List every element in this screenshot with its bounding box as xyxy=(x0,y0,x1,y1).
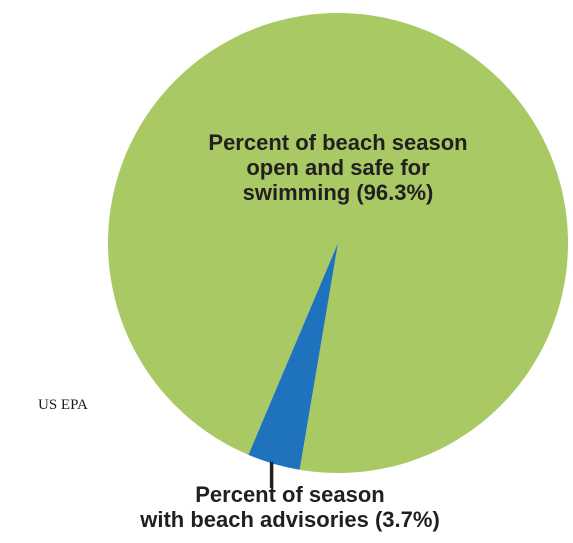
slice-label-open-safe-line-2: open and safe for xyxy=(246,155,430,180)
source-label: US EPA xyxy=(38,397,88,413)
slice-label-open-safe-line-1: Percent of beach season xyxy=(208,130,468,155)
slice-label-advisories: Percent of season with beach advisories … xyxy=(100,482,480,532)
slice-label-open-safe-line-3: swimming (96.3%) xyxy=(242,180,434,205)
slice-label-advisories-line-1: Percent of season xyxy=(195,482,385,507)
pie-slices xyxy=(108,13,569,474)
pie-slice-advisories xyxy=(248,243,338,470)
pie-slice-open-safe xyxy=(108,13,569,474)
slice-label-advisories-line-2: with beach advisories (3.7%) xyxy=(140,507,440,532)
slice-label-open-safe: Percent of beach season open and safe fo… xyxy=(148,130,528,205)
